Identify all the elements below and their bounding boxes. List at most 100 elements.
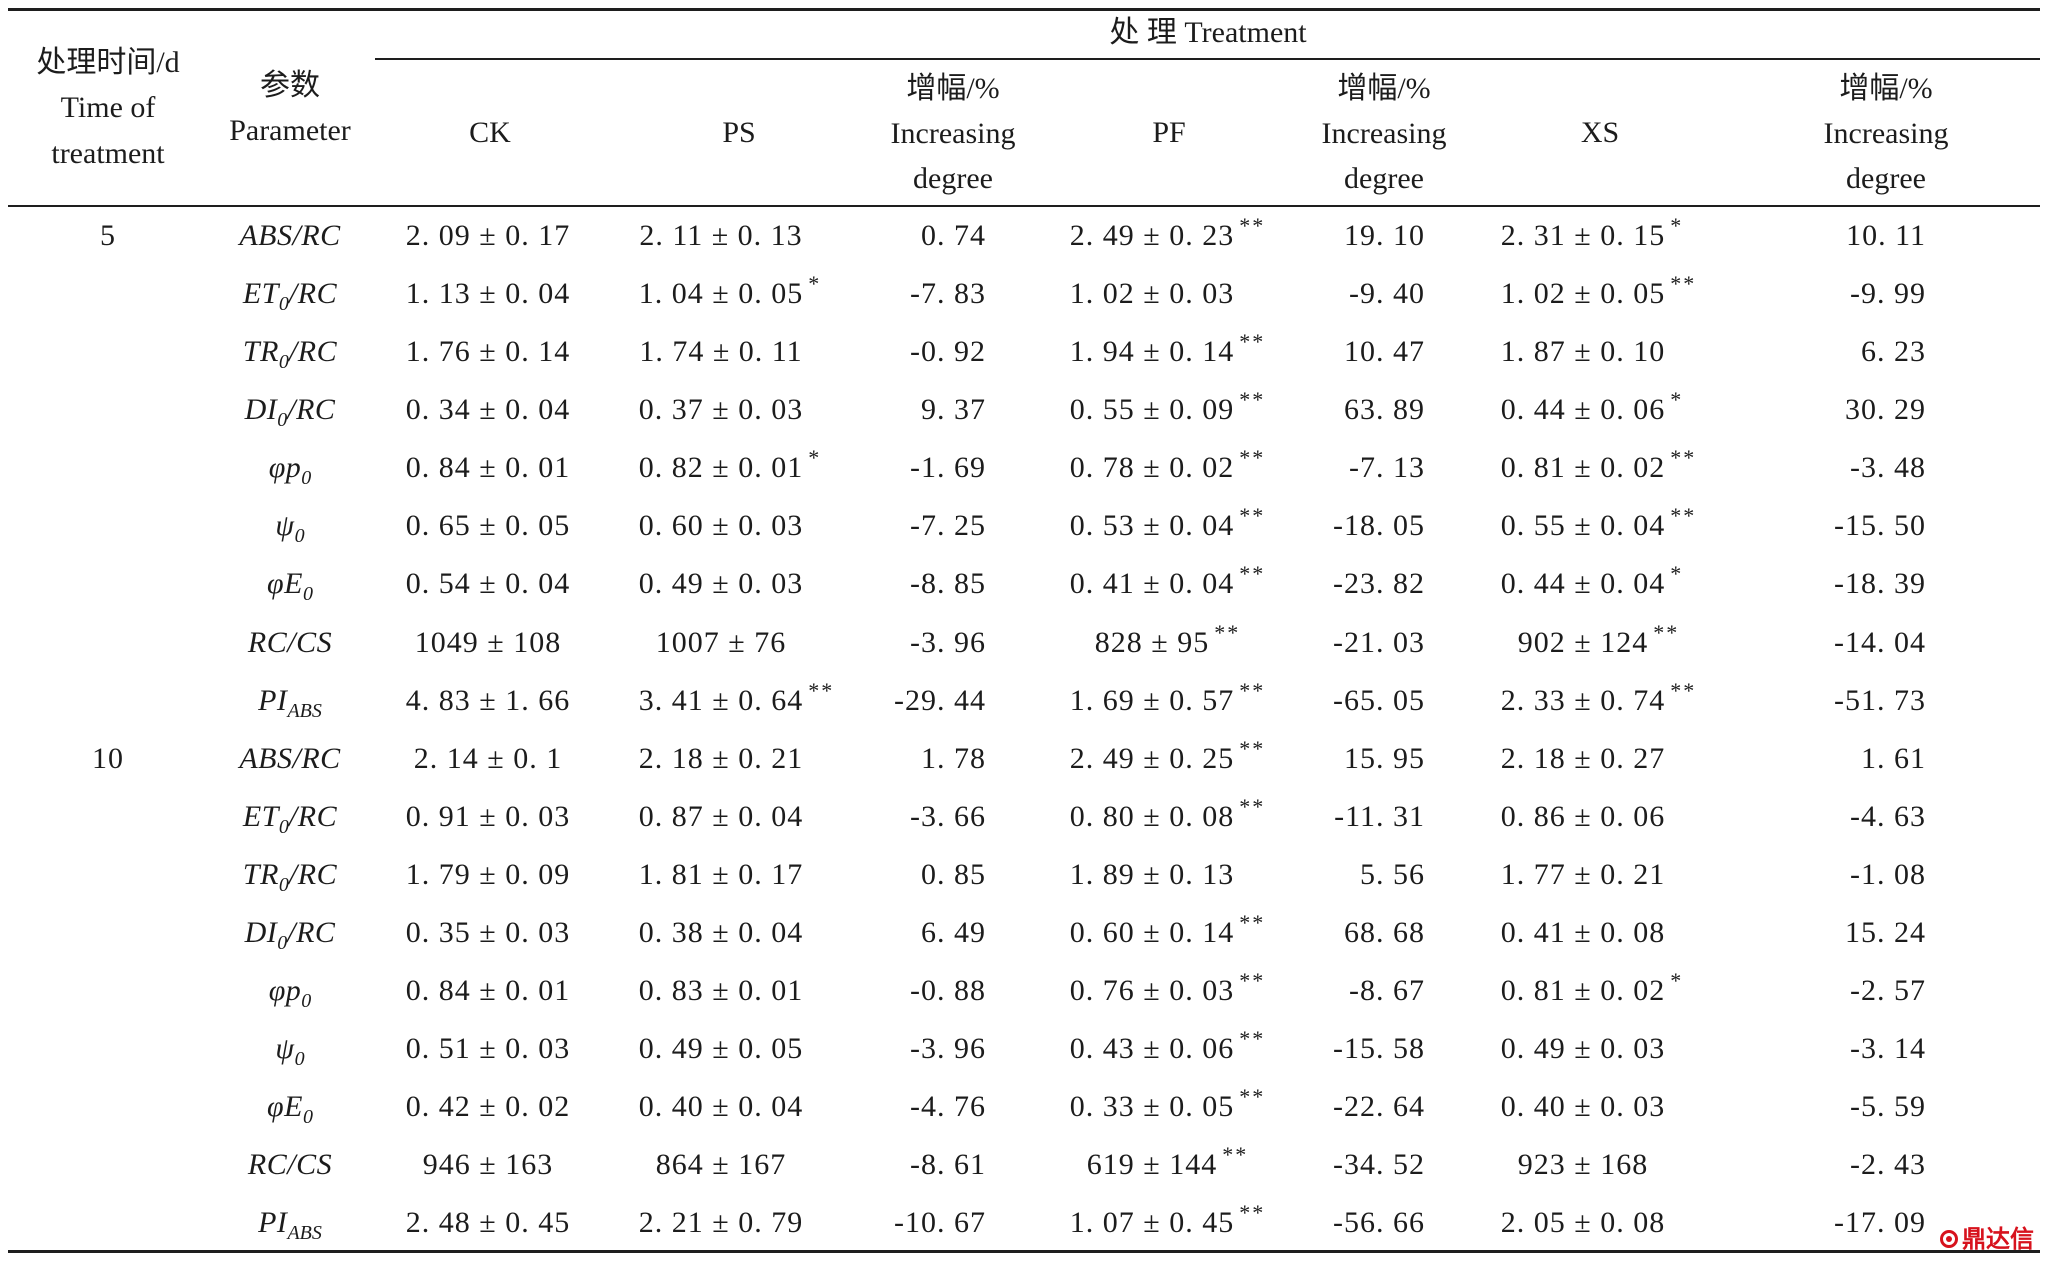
xs-cell: 0. 44 ± 0. 06 * [1483, 381, 1683, 439]
parameter-main: TR [242, 335, 279, 369]
ck-cell: 2. 48 ± 0. 45 [388, 1194, 588, 1252]
xs-increase-cell: 10. 11 [1846, 219, 1926, 252]
table-row: φE0 0. 42 ± 0. 02 0. 40 ± 0. 04 -4. 76 0… [0, 1078, 2048, 1136]
parameter-subscript: 0 [278, 873, 289, 896]
ps-increase-cell: -10. 67 [894, 1206, 986, 1240]
xs-value: 0. 40 ± 0. 03 [1500, 1090, 1666, 1124]
xs-increase-cell: -1. 08 [1850, 857, 1926, 891]
xs-significance: * [1670, 213, 1684, 238]
parameter-subscript: 0 [277, 409, 288, 432]
xs-cell: 0. 41 ± 0. 08 [1483, 904, 1683, 962]
pf-value: 619 ± 144 [1086, 1148, 1218, 1182]
parameter-main: φp [268, 974, 302, 1008]
parameter-main: φE [267, 567, 303, 601]
xs-value: 0. 81 ± 0. 02 [1500, 451, 1666, 485]
pf-increase-cell: -21. 03 [1333, 625, 1425, 659]
xs-increase-cell: -4. 63 [1850, 799, 1926, 833]
pf-significance: ** [1239, 213, 1266, 238]
parameter-tail: /RC [288, 335, 338, 369]
header-time-line-3: treatment [51, 137, 165, 170]
parameter-main: TR [242, 857, 279, 891]
parameter-main: ET [242, 799, 279, 833]
xs-increase-cell: 30. 29 [1845, 393, 1926, 427]
xs-cell: 0. 81 ± 0. 02 ** [1483, 439, 1694, 497]
ck-cell: 0. 35 ± 0. 03 [388, 904, 588, 962]
pf-cell: 0. 53 ± 0. 04 ** [1052, 497, 1263, 555]
ps-value: 1007 ± 76 [655, 625, 787, 659]
ps-value: 0. 49 ± 0. 03 [638, 567, 804, 601]
pf-cell: 0. 60 ± 0. 14 ** [1052, 904, 1263, 962]
xs-significance: ** [1653, 619, 1680, 645]
pf-cell: 2. 49 ± 0. 25 ** [1052, 730, 1263, 788]
ps-increase-cell: -8. 61 [910, 1148, 986, 1182]
ck-cell: 1. 79 ± 0. 09 [388, 846, 588, 904]
parameter-main: PI [258, 1206, 288, 1240]
ck-cell: 1049 ± 108 [388, 614, 588, 672]
table-row: 5 ABS/RC 2. 09 ± 0. 17 2. 11 ± 0. 13 0. … [0, 207, 2048, 265]
xs-significance: * [1670, 561, 1684, 587]
xs-cell: 1. 02 ± 0. 05 ** [1483, 265, 1694, 323]
parameter-cell: φE0 [195, 555, 385, 613]
ps-value: 0. 83 ± 0. 01 [638, 974, 804, 1008]
xs-increase-cell: -2. 57 [1850, 974, 1926, 1008]
parameter-tail: /RC [287, 915, 336, 949]
ps-value: 864 ± 167 [655, 1148, 787, 1182]
ps-increase-cell: -4. 76 [910, 1090, 986, 1124]
ck-cell: 1. 76 ± 0. 14 [388, 323, 588, 381]
parameter-subscript: 0 [302, 1106, 313, 1129]
parameter-main: ψ [275, 1032, 295, 1066]
pf-cell: 1. 94 ± 0. 14 ** [1052, 323, 1263, 381]
time-cell: 5 [100, 219, 116, 252]
parameter-cell: RC/CS [195, 1136, 385, 1194]
xs-value: 2. 18 ± 0. 27 [1500, 741, 1666, 775]
parameter-subscript: 0 [302, 583, 313, 606]
xs-cell: 2. 18 ± 0. 27 [1483, 730, 1683, 788]
ps-significance: ** [808, 677, 835, 703]
pf-increase-cell: -65. 05 [1333, 683, 1425, 717]
parameter-subscript: 0 [278, 815, 289, 838]
parameter-cell: ET0/RC [195, 788, 385, 846]
ps-value: 2. 11 ± 0. 13 [639, 219, 803, 252]
parameter-cell: PIABS [195, 1194, 385, 1252]
xs-value: 2. 33 ± 0. 74 [1500, 683, 1666, 717]
ps-value: 0. 60 ± 0. 03 [638, 509, 804, 543]
xs-cell: 0. 49 ± 0. 03 [1483, 1020, 1683, 1078]
xs-value: 2. 05 ± 0. 08 [1500, 1206, 1666, 1240]
xs-significance: ** [1670, 677, 1697, 703]
xs-increase-cell: 15. 24 [1845, 915, 1926, 949]
ps-cell: 1007 ± 76 [621, 614, 821, 672]
table-row: PIABS 4. 83 ± 1. 66 3. 41 ± 0. 64 ** -29.… [0, 672, 2048, 730]
ck-cell: 4. 83 ± 1. 66 [388, 672, 588, 730]
header-pf: PF [1152, 116, 1186, 149]
parameter-main: RC/CS [247, 625, 333, 659]
time-cell [0, 962, 216, 1020]
xs-value: 923 ± 168 [1517, 1148, 1649, 1182]
pf-cell: 1. 89 ± 0. 13 [1052, 846, 1252, 904]
xs-value: 0. 81 ± 0. 02 [1500, 974, 1666, 1008]
time-cell [0, 1136, 216, 1194]
pf-value: 2. 49 ± 0. 23 [1069, 219, 1235, 252]
watermark-logo: 鼎达信 [1940, 1224, 2034, 1254]
header-time-line-2: Time of [60, 91, 156, 124]
xs-increase-cell: -9. 99 [1850, 277, 1926, 311]
ps-increase-cell: -0. 88 [910, 974, 986, 1008]
pf-increase-cell: -15. 58 [1333, 1032, 1425, 1066]
pf-value: 0. 80 ± 0. 08 [1069, 799, 1235, 833]
ps-cell: 0. 38 ± 0. 04 [621, 904, 821, 962]
pf-significance: ** [1239, 909, 1266, 935]
pf-increase-cell: -7. 13 [1349, 451, 1425, 485]
pf-value: 828 ± 95 [1094, 625, 1210, 659]
pf-cell: 619 ± 144 ** [1052, 1136, 1252, 1194]
ps-increase-cell: -0. 92 [910, 335, 986, 369]
xs-increase-cell: 1. 61 [1861, 741, 1926, 775]
xs-value: 0. 86 ± 0. 06 [1500, 799, 1666, 833]
header-xs: XS [1580, 116, 1620, 149]
parameter-main: PI [258, 683, 288, 717]
ck-cell: 0. 91 ± 0. 03 [388, 788, 588, 846]
pf-value: 1. 94 ± 0. 14 [1069, 335, 1235, 369]
pf-significance: ** [1239, 561, 1266, 587]
ps-increase-cell: -1. 69 [910, 451, 986, 485]
parameter-cell: ABS/RC [195, 730, 385, 788]
xs-cell: 0. 86 ± 0. 06 [1483, 788, 1683, 846]
ps-cell: 2. 11 ± 0. 13 [621, 207, 821, 265]
